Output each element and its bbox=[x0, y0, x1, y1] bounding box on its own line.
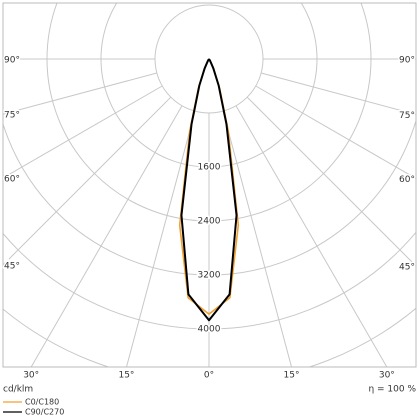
angle-label: 60° bbox=[399, 175, 415, 185]
ring-label: 3200 bbox=[198, 271, 221, 281]
angle-label: 45° bbox=[4, 262, 20, 272]
angle-label: 30° bbox=[23, 371, 39, 381]
radial-line bbox=[235, 105, 388, 367]
radial-line bbox=[3, 85, 163, 179]
radial-line bbox=[30, 105, 183, 367]
angle-label: 45° bbox=[399, 263, 415, 273]
angle-label: 30° bbox=[379, 371, 395, 381]
intensity-curve bbox=[180, 58, 238, 322]
angle-label: 60° bbox=[4, 174, 20, 184]
angle-label: 75° bbox=[4, 111, 20, 121]
unit-label: cd/klm bbox=[3, 385, 33, 395]
radial-line bbox=[261, 72, 416, 115]
ring-label: 1600 bbox=[198, 163, 221, 173]
legend-label: C0/C180 bbox=[25, 398, 59, 407]
angle-label: 15° bbox=[284, 371, 300, 381]
radial-line bbox=[125, 111, 196, 367]
radial-line bbox=[246, 96, 416, 267]
angle-label: 75° bbox=[399, 111, 415, 121]
ring-label: 4000 bbox=[198, 325, 221, 335]
legend-label: C90/C270 bbox=[25, 408, 64, 417]
radial-line bbox=[255, 85, 416, 179]
angle-label: 90° bbox=[399, 56, 415, 66]
radial-line bbox=[222, 111, 293, 367]
ring bbox=[3, 118, 416, 276]
efficiency-label: η = 100 % bbox=[368, 385, 416, 395]
frame bbox=[2, 2, 417, 368]
angle-label: 0° bbox=[204, 371, 214, 381]
ring-label: 2400 bbox=[198, 217, 221, 227]
angle-label: 15° bbox=[118, 371, 134, 381]
radial-line bbox=[3, 72, 157, 115]
angle-label: 90° bbox=[4, 56, 20, 66]
radial-line bbox=[3, 96, 172, 266]
